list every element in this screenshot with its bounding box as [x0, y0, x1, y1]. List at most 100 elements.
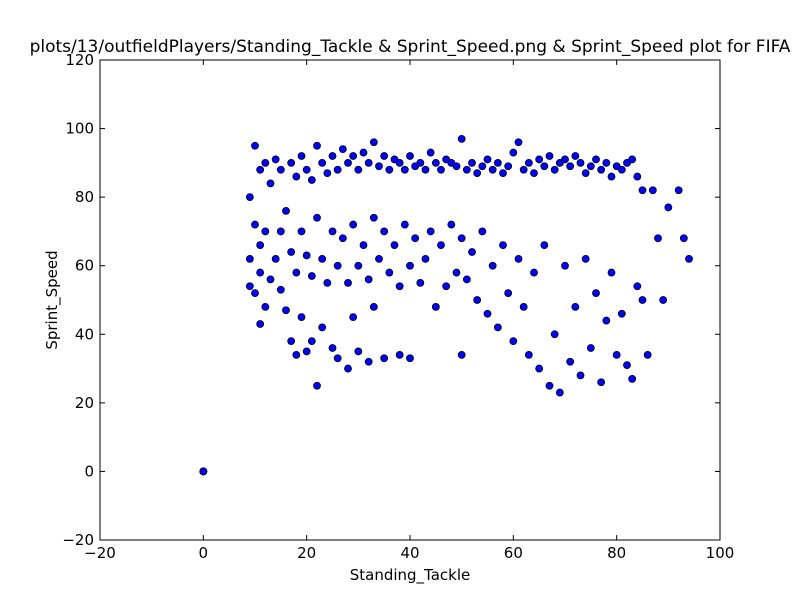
data-point: [359, 241, 368, 250]
data-point: [628, 155, 637, 164]
data-point: [643, 350, 652, 359]
data-point: [421, 254, 430, 263]
x-tick-label: 80: [607, 544, 626, 562]
data-point: [493, 323, 502, 332]
data-point: [483, 155, 492, 164]
data-point: [323, 278, 332, 287]
data-point: [514, 138, 523, 147]
data-point: [530, 169, 538, 178]
data-point: [287, 158, 296, 167]
data-point: [442, 282, 451, 291]
data-point: [313, 213, 321, 222]
x-tick-label: 20: [297, 544, 316, 562]
data-point: [581, 254, 590, 263]
data-point: [369, 213, 378, 222]
data-point: [318, 254, 327, 263]
data-point: [473, 169, 482, 178]
data-point: [375, 162, 383, 171]
data-point: [344, 158, 352, 167]
data-point: [380, 152, 389, 160]
data-point: [400, 165, 409, 174]
data-point: [261, 302, 270, 311]
data-point: [452, 162, 461, 171]
data-point: [287, 248, 296, 256]
data-point: [251, 141, 259, 150]
data-point: [426, 148, 435, 157]
data-point: [607, 172, 616, 181]
data-point: [282, 306, 290, 315]
data-point: [561, 261, 569, 270]
data-point: [256, 241, 265, 250]
x-axis-ticks: −20 0 20 40 60 80 100: [84, 60, 734, 562]
data-point: [256, 165, 265, 174]
data-point: [597, 378, 606, 387]
data-point: [457, 234, 466, 243]
data-point: [395, 158, 404, 167]
x-tick-label: 60: [504, 544, 523, 562]
data-point: [256, 320, 265, 328]
data-point: [519, 165, 528, 174]
data-point: [271, 254, 280, 263]
data-point: [318, 158, 327, 167]
x-axis-label: Standing_Tackle: [350, 566, 471, 585]
data-point: [509, 148, 518, 157]
data-point: [437, 241, 445, 250]
data-point: [411, 234, 420, 243]
data-point: [437, 165, 445, 174]
data-point: [359, 148, 368, 157]
data-point: [452, 268, 461, 277]
data-points: [199, 134, 693, 476]
data-point: [307, 337, 316, 346]
data-point: [488, 165, 497, 174]
data-point: [530, 268, 538, 277]
data-point: [488, 261, 497, 270]
data-point: [313, 381, 321, 390]
data-point: [607, 268, 616, 277]
data-point: [633, 172, 642, 181]
data-point: [307, 272, 316, 280]
data-point: [535, 155, 544, 164]
data-point: [292, 268, 301, 277]
data-point: [462, 275, 471, 284]
data-point: [416, 158, 425, 167]
data-point: [571, 302, 580, 311]
data-point: [395, 282, 404, 291]
data-point: [638, 296, 647, 304]
data-point: [385, 165, 394, 174]
data-point: [654, 234, 662, 243]
y-tick-label: 40: [75, 325, 94, 343]
y-tick-label: 0: [84, 462, 94, 480]
data-point: [369, 302, 378, 311]
data-point: [421, 165, 430, 174]
data-point: [493, 158, 502, 167]
data-point: [328, 227, 337, 236]
data-point: [276, 165, 285, 174]
data-point: [338, 234, 347, 243]
data-point: [302, 347, 311, 356]
data-point: [628, 374, 637, 383]
data-point: [251, 220, 259, 229]
data-point: [245, 193, 254, 202]
data-point: [400, 220, 409, 229]
data-point: [292, 172, 301, 181]
data-point: [685, 254, 693, 263]
data-point: [297, 152, 306, 160]
data-point: [406, 354, 414, 363]
data-point: [457, 350, 466, 359]
data-point: [561, 155, 569, 164]
data-point: [478, 162, 487, 171]
data-point: [199, 467, 208, 476]
data-point: [468, 248, 476, 256]
data-point: [266, 275, 275, 284]
data-point: [535, 364, 544, 373]
data-point: [509, 337, 518, 346]
y-axis-label: Sprint_Speed: [43, 250, 62, 349]
data-point: [524, 350, 533, 359]
data-point: [617, 309, 626, 318]
x-tick-label: 100: [706, 544, 735, 562]
data-point: [271, 155, 280, 164]
data-point: [349, 313, 358, 322]
data-point: [545, 381, 554, 390]
data-point: [623, 361, 631, 370]
